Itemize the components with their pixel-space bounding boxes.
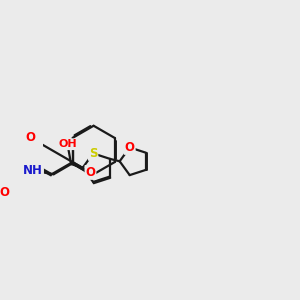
Text: NH: NH: [23, 164, 43, 177]
Text: O: O: [125, 141, 135, 154]
Text: O: O: [0, 186, 10, 200]
Text: S: S: [89, 147, 98, 160]
Text: OH: OH: [58, 139, 77, 149]
Text: O: O: [26, 131, 36, 144]
Text: O: O: [85, 166, 95, 179]
